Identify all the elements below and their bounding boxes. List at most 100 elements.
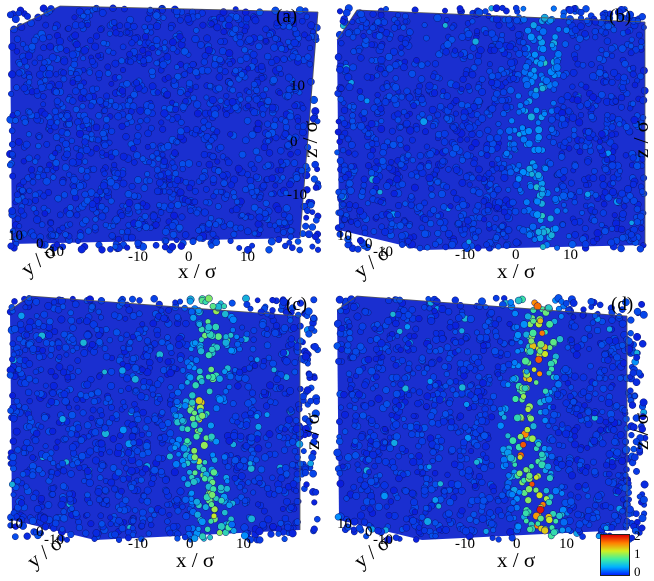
particle <box>418 431 425 438</box>
particle <box>180 444 188 453</box>
cube-edge <box>356 9 646 23</box>
particle <box>357 54 365 62</box>
particle <box>104 63 112 71</box>
particle <box>167 384 174 391</box>
particle <box>394 494 401 501</box>
particle <box>428 105 437 114</box>
particle <box>451 47 459 54</box>
particle <box>280 229 287 236</box>
particle <box>402 200 409 207</box>
particle <box>351 422 358 429</box>
particle <box>64 373 71 381</box>
particle <box>165 306 172 314</box>
particle <box>494 363 502 371</box>
particle <box>25 375 34 383</box>
particle <box>575 34 584 43</box>
particle <box>191 409 198 417</box>
particle <box>112 243 119 250</box>
particle <box>297 460 304 468</box>
particle <box>190 447 198 455</box>
particle <box>152 241 160 249</box>
particle <box>287 150 294 158</box>
particle <box>528 171 535 178</box>
particle <box>255 8 264 16</box>
particle <box>237 432 245 441</box>
z-tick: -10 <box>287 187 307 203</box>
particle <box>374 91 381 98</box>
particle <box>356 236 365 245</box>
particle <box>386 35 393 42</box>
particle <box>245 95 252 103</box>
particle <box>78 21 86 29</box>
particle <box>34 319 43 327</box>
particle <box>97 26 104 33</box>
particle <box>259 520 267 529</box>
particle <box>264 97 272 105</box>
particle <box>49 491 56 498</box>
particle <box>88 200 97 208</box>
particle <box>119 475 127 483</box>
particle <box>529 222 537 231</box>
particle <box>286 112 295 121</box>
particle <box>368 41 376 48</box>
particle <box>390 464 398 472</box>
particle <box>279 297 288 306</box>
particle <box>131 159 138 166</box>
particle <box>300 448 307 455</box>
particle <box>301 31 308 39</box>
particle <box>236 368 244 376</box>
particle <box>592 502 599 509</box>
particle <box>360 116 368 123</box>
particle <box>26 74 33 81</box>
particle <box>396 328 403 335</box>
particle <box>250 108 259 117</box>
particle <box>228 520 236 529</box>
particle <box>506 86 515 95</box>
particle <box>184 15 192 23</box>
particle <box>297 337 304 344</box>
particle <box>473 329 480 336</box>
particle <box>248 389 257 397</box>
particle <box>83 331 92 340</box>
particle <box>478 478 486 486</box>
particle <box>168 242 177 251</box>
particle <box>554 186 560 193</box>
particle <box>208 20 215 27</box>
particle <box>269 76 278 84</box>
particle <box>41 523 50 531</box>
particle <box>638 225 645 232</box>
particle <box>563 92 572 101</box>
particle <box>436 219 444 227</box>
particle <box>482 145 491 153</box>
particle <box>293 487 300 494</box>
particle <box>272 35 279 42</box>
particle <box>126 50 133 58</box>
particle <box>186 469 193 476</box>
z-axis-label: z / σ <box>298 121 322 158</box>
particle <box>127 58 135 66</box>
particle <box>211 505 219 513</box>
particle <box>118 87 127 95</box>
particle <box>94 136 102 144</box>
particle <box>504 213 511 221</box>
particle <box>561 138 569 146</box>
particle <box>147 516 154 523</box>
particle <box>297 385 304 393</box>
particle <box>429 122 437 130</box>
particle <box>196 161 202 167</box>
particle <box>383 83 391 90</box>
particle <box>452 166 461 174</box>
particle <box>608 44 616 53</box>
particle <box>182 512 191 521</box>
particle <box>210 468 218 477</box>
particle <box>280 211 288 219</box>
particle <box>287 227 295 235</box>
particle <box>60 57 69 66</box>
particle <box>499 32 506 38</box>
y-tick: 10 <box>8 516 23 532</box>
particle <box>101 369 108 375</box>
particle <box>103 123 110 130</box>
particle <box>591 468 599 476</box>
particle <box>158 507 167 516</box>
particle <box>196 367 204 375</box>
